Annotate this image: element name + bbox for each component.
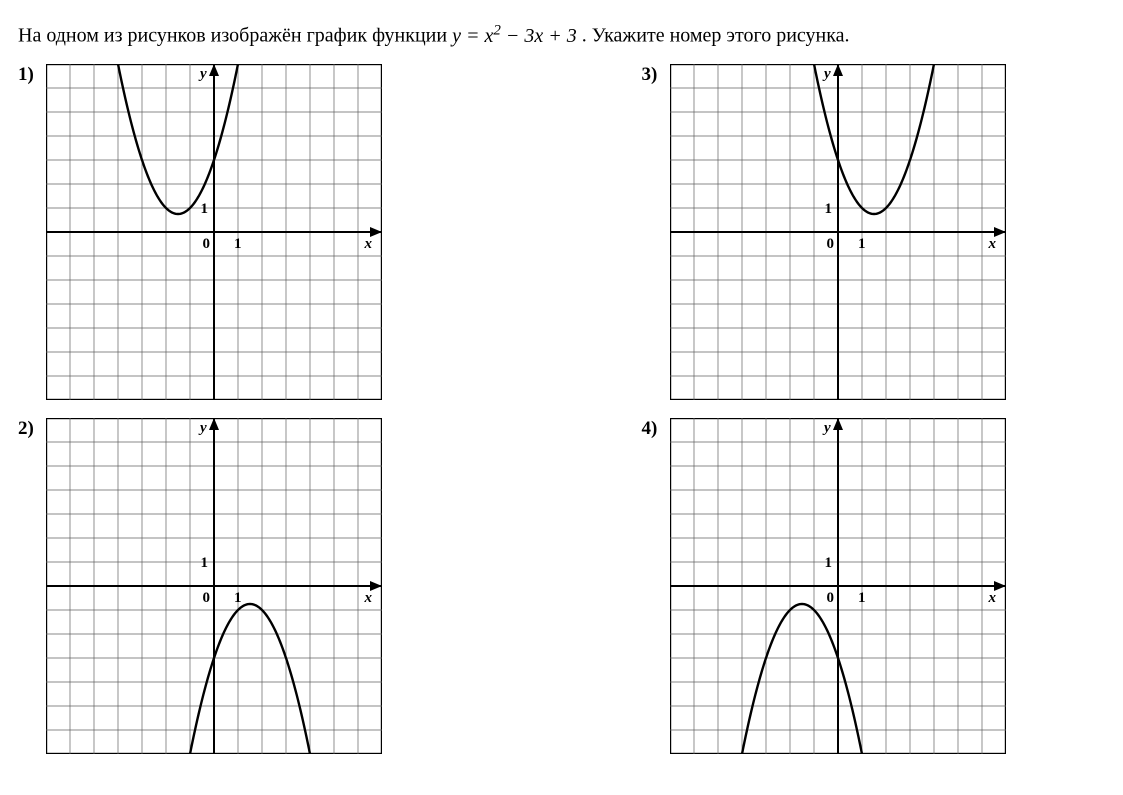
- svg-text:1: 1: [824, 201, 832, 217]
- svg-text:y: y: [822, 420, 831, 436]
- chart-cell-2: 2) y x 0 1 1: [18, 418, 482, 754]
- chart-plot-2: y x 0 1 1: [46, 418, 382, 754]
- chart-number: 2): [18, 418, 46, 440]
- svg-text:0: 0: [826, 590, 834, 606]
- chart-number: 1): [18, 64, 46, 86]
- svg-text:x: x: [987, 590, 996, 606]
- svg-text:1: 1: [824, 555, 832, 571]
- chart-cell-4: 4) y x 0 1 1: [642, 418, 1106, 754]
- svg-text:1: 1: [234, 590, 242, 606]
- svg-text:1: 1: [858, 590, 866, 606]
- chart-plot-3: y x 0 1 1: [670, 64, 1006, 400]
- svg-text:1: 1: [201, 555, 209, 571]
- svg-text:1: 1: [858, 236, 866, 252]
- svg-text:x: x: [364, 236, 373, 252]
- chart-cell-1: 1) y x 0 1 1: [18, 64, 482, 400]
- svg-text:1: 1: [201, 201, 209, 217]
- svg-text:0: 0: [203, 590, 211, 606]
- chart-plot-4: y x 0 1 1: [670, 418, 1006, 754]
- question-text: На одном из рисунков изображён график фу…: [18, 20, 1105, 50]
- chart-plot-1: y x 0 1 1: [46, 64, 382, 400]
- svg-text:y: y: [198, 66, 207, 82]
- svg-text:y: y: [198, 420, 207, 436]
- svg-text:0: 0: [826, 236, 834, 252]
- chart-cell-3: 3) y x 0 1 1: [642, 64, 1106, 400]
- question-part1: На одном из рисунков изображён график фу…: [18, 25, 452, 47]
- question-part2: . Укажите номер этого рисунка.: [582, 25, 850, 47]
- svg-text:x: x: [364, 590, 373, 606]
- question-formula: y = x2 − 3x + 3: [452, 25, 577, 47]
- svg-text:y: y: [822, 66, 831, 82]
- svg-text:x: x: [987, 236, 996, 252]
- chart-number: 4): [642, 418, 670, 440]
- svg-text:1: 1: [234, 236, 242, 252]
- charts-grid: 1) y x 0 1 1 3) y x 0 1 1 2) y x 0 1 1 4) y x 0 1 1: [18, 64, 1105, 754]
- chart-number: 3): [642, 64, 670, 86]
- svg-text:0: 0: [203, 236, 211, 252]
